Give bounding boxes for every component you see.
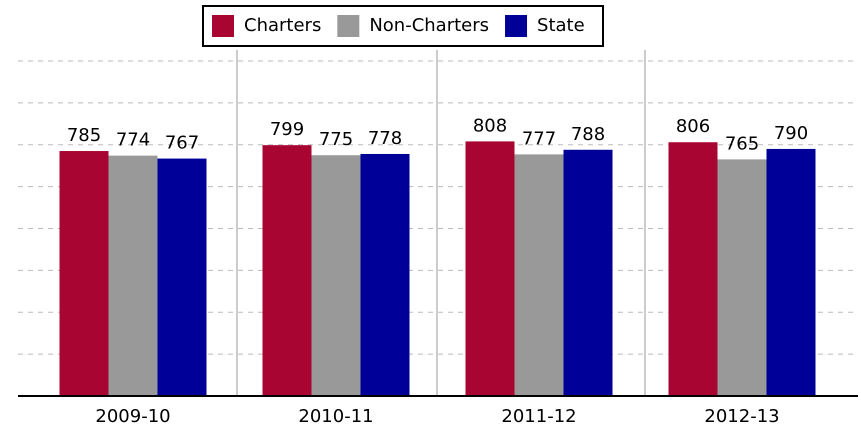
legend-swatch xyxy=(337,15,360,37)
data-label: 808 xyxy=(473,115,507,136)
legend-swatch xyxy=(212,15,234,37)
legend-box xyxy=(202,5,604,47)
x-tick-label: 2011-12 xyxy=(501,406,576,427)
bar xyxy=(717,159,767,396)
x-tick-label: 2012-13 xyxy=(704,406,779,427)
bar xyxy=(262,145,312,396)
data-label: 767 xyxy=(165,133,199,154)
data-label: 775 xyxy=(319,129,353,150)
data-label: 806 xyxy=(676,116,710,137)
legend-label: State xyxy=(537,15,585,36)
bar xyxy=(59,151,109,396)
bar xyxy=(360,153,410,396)
x-tick-label: 2009-10 xyxy=(95,406,170,427)
bar xyxy=(108,155,158,396)
legend-swatch xyxy=(505,15,528,37)
data-label: 790 xyxy=(774,123,808,144)
bar xyxy=(514,154,564,396)
bar xyxy=(563,149,613,396)
legend-label: Non-Charters xyxy=(369,15,489,36)
bar xyxy=(311,155,361,396)
bar xyxy=(668,142,718,396)
data-label: 785 xyxy=(67,125,101,146)
x-tick-label: 2010-11 xyxy=(298,406,373,427)
bar xyxy=(465,141,515,396)
bar xyxy=(157,158,207,396)
legend-label: Charters xyxy=(244,15,321,36)
data-label: 777 xyxy=(522,128,556,149)
data-label: 788 xyxy=(571,124,605,145)
data-label: 765 xyxy=(725,133,759,154)
bar xyxy=(766,148,816,396)
data-label: 778 xyxy=(368,128,402,149)
data-label: 799 xyxy=(270,119,304,140)
data-label: 774 xyxy=(116,130,150,151)
